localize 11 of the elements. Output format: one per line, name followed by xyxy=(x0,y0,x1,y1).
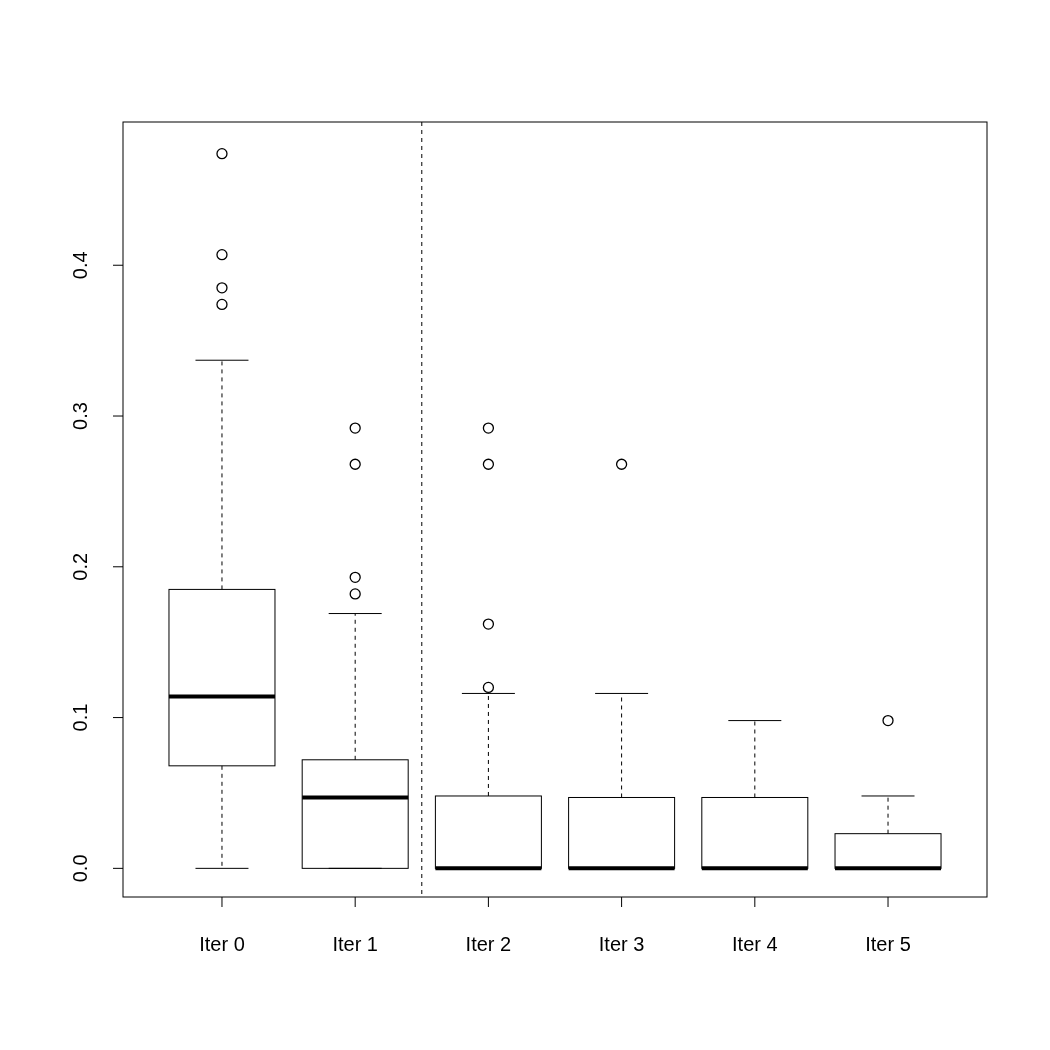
x-tick-label: Iter 4 xyxy=(732,933,778,955)
y-tick-label: 0.2 xyxy=(69,552,91,581)
x-tick-label: Iter 5 xyxy=(865,933,911,955)
x-tick-label: Iter 1 xyxy=(332,933,378,955)
y-tick-label: 0.0 xyxy=(69,854,91,883)
x-tick-label: Iter 0 xyxy=(199,933,245,955)
x-tick-label: Iter 3 xyxy=(598,933,645,955)
y-tick-label: 0.3 xyxy=(69,402,91,430)
x-tick-label: Iter 2 xyxy=(465,933,512,955)
y-tick-label: 0.4 xyxy=(69,251,91,280)
y-tick-label: 0.1 xyxy=(69,703,91,732)
